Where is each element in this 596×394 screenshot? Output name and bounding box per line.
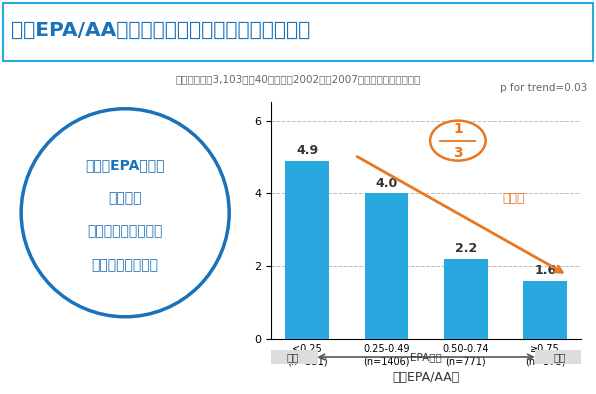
Text: 1: 1 bbox=[453, 122, 462, 136]
Ellipse shape bbox=[430, 121, 486, 161]
Text: 高い: 高い bbox=[553, 352, 566, 362]
Bar bbox=[365, 193, 408, 339]
Bar bbox=[285, 161, 329, 339]
Text: 2.2: 2.2 bbox=[455, 242, 477, 255]
Text: EPA濃度: EPA濃度 bbox=[410, 352, 442, 362]
Ellipse shape bbox=[21, 109, 229, 317]
Text: 血清EPA/AA比: 血清EPA/AA比 bbox=[393, 372, 460, 385]
FancyBboxPatch shape bbox=[535, 350, 584, 364]
Text: 死亡率が低下する: 死亡率が低下する bbox=[92, 258, 159, 272]
Text: p for trend=0.03: p for trend=0.03 bbox=[500, 83, 587, 93]
Text: 4.0: 4.0 bbox=[375, 177, 398, 190]
Bar bbox=[444, 259, 488, 339]
Text: 死
亡
率
（
対
千
人
／
年
）: 死 亡 率 （ 対 千 人 ／ 年 ） bbox=[200, 167, 206, 274]
Text: 4.9: 4.9 bbox=[296, 144, 318, 157]
Text: 死亡率: 死亡率 bbox=[502, 192, 524, 205]
Text: 低い: 低い bbox=[287, 352, 299, 362]
Text: 心血管系疾患による: 心血管系疾患による bbox=[88, 225, 163, 239]
FancyBboxPatch shape bbox=[268, 350, 318, 364]
Text: 1.6: 1.6 bbox=[534, 264, 556, 277]
Bar bbox=[523, 281, 567, 339]
Text: 血中のEPA濃度が: 血中のEPA濃度が bbox=[85, 158, 165, 173]
Text: 3: 3 bbox=[453, 146, 462, 160]
Text: （久山町男女3,103名、40歳以上、2002年～2007年、性・年齢調整後）: （久山町男女3,103名、40歳以上、2002年～2007年、性・年齢調整後） bbox=[175, 74, 421, 84]
Text: 高いほど: 高いほど bbox=[108, 191, 142, 206]
Text: 血清EPA/AA比別にみた心血管疾患による死亡率: 血清EPA/AA比別にみた心血管疾患による死亡率 bbox=[11, 21, 310, 40]
